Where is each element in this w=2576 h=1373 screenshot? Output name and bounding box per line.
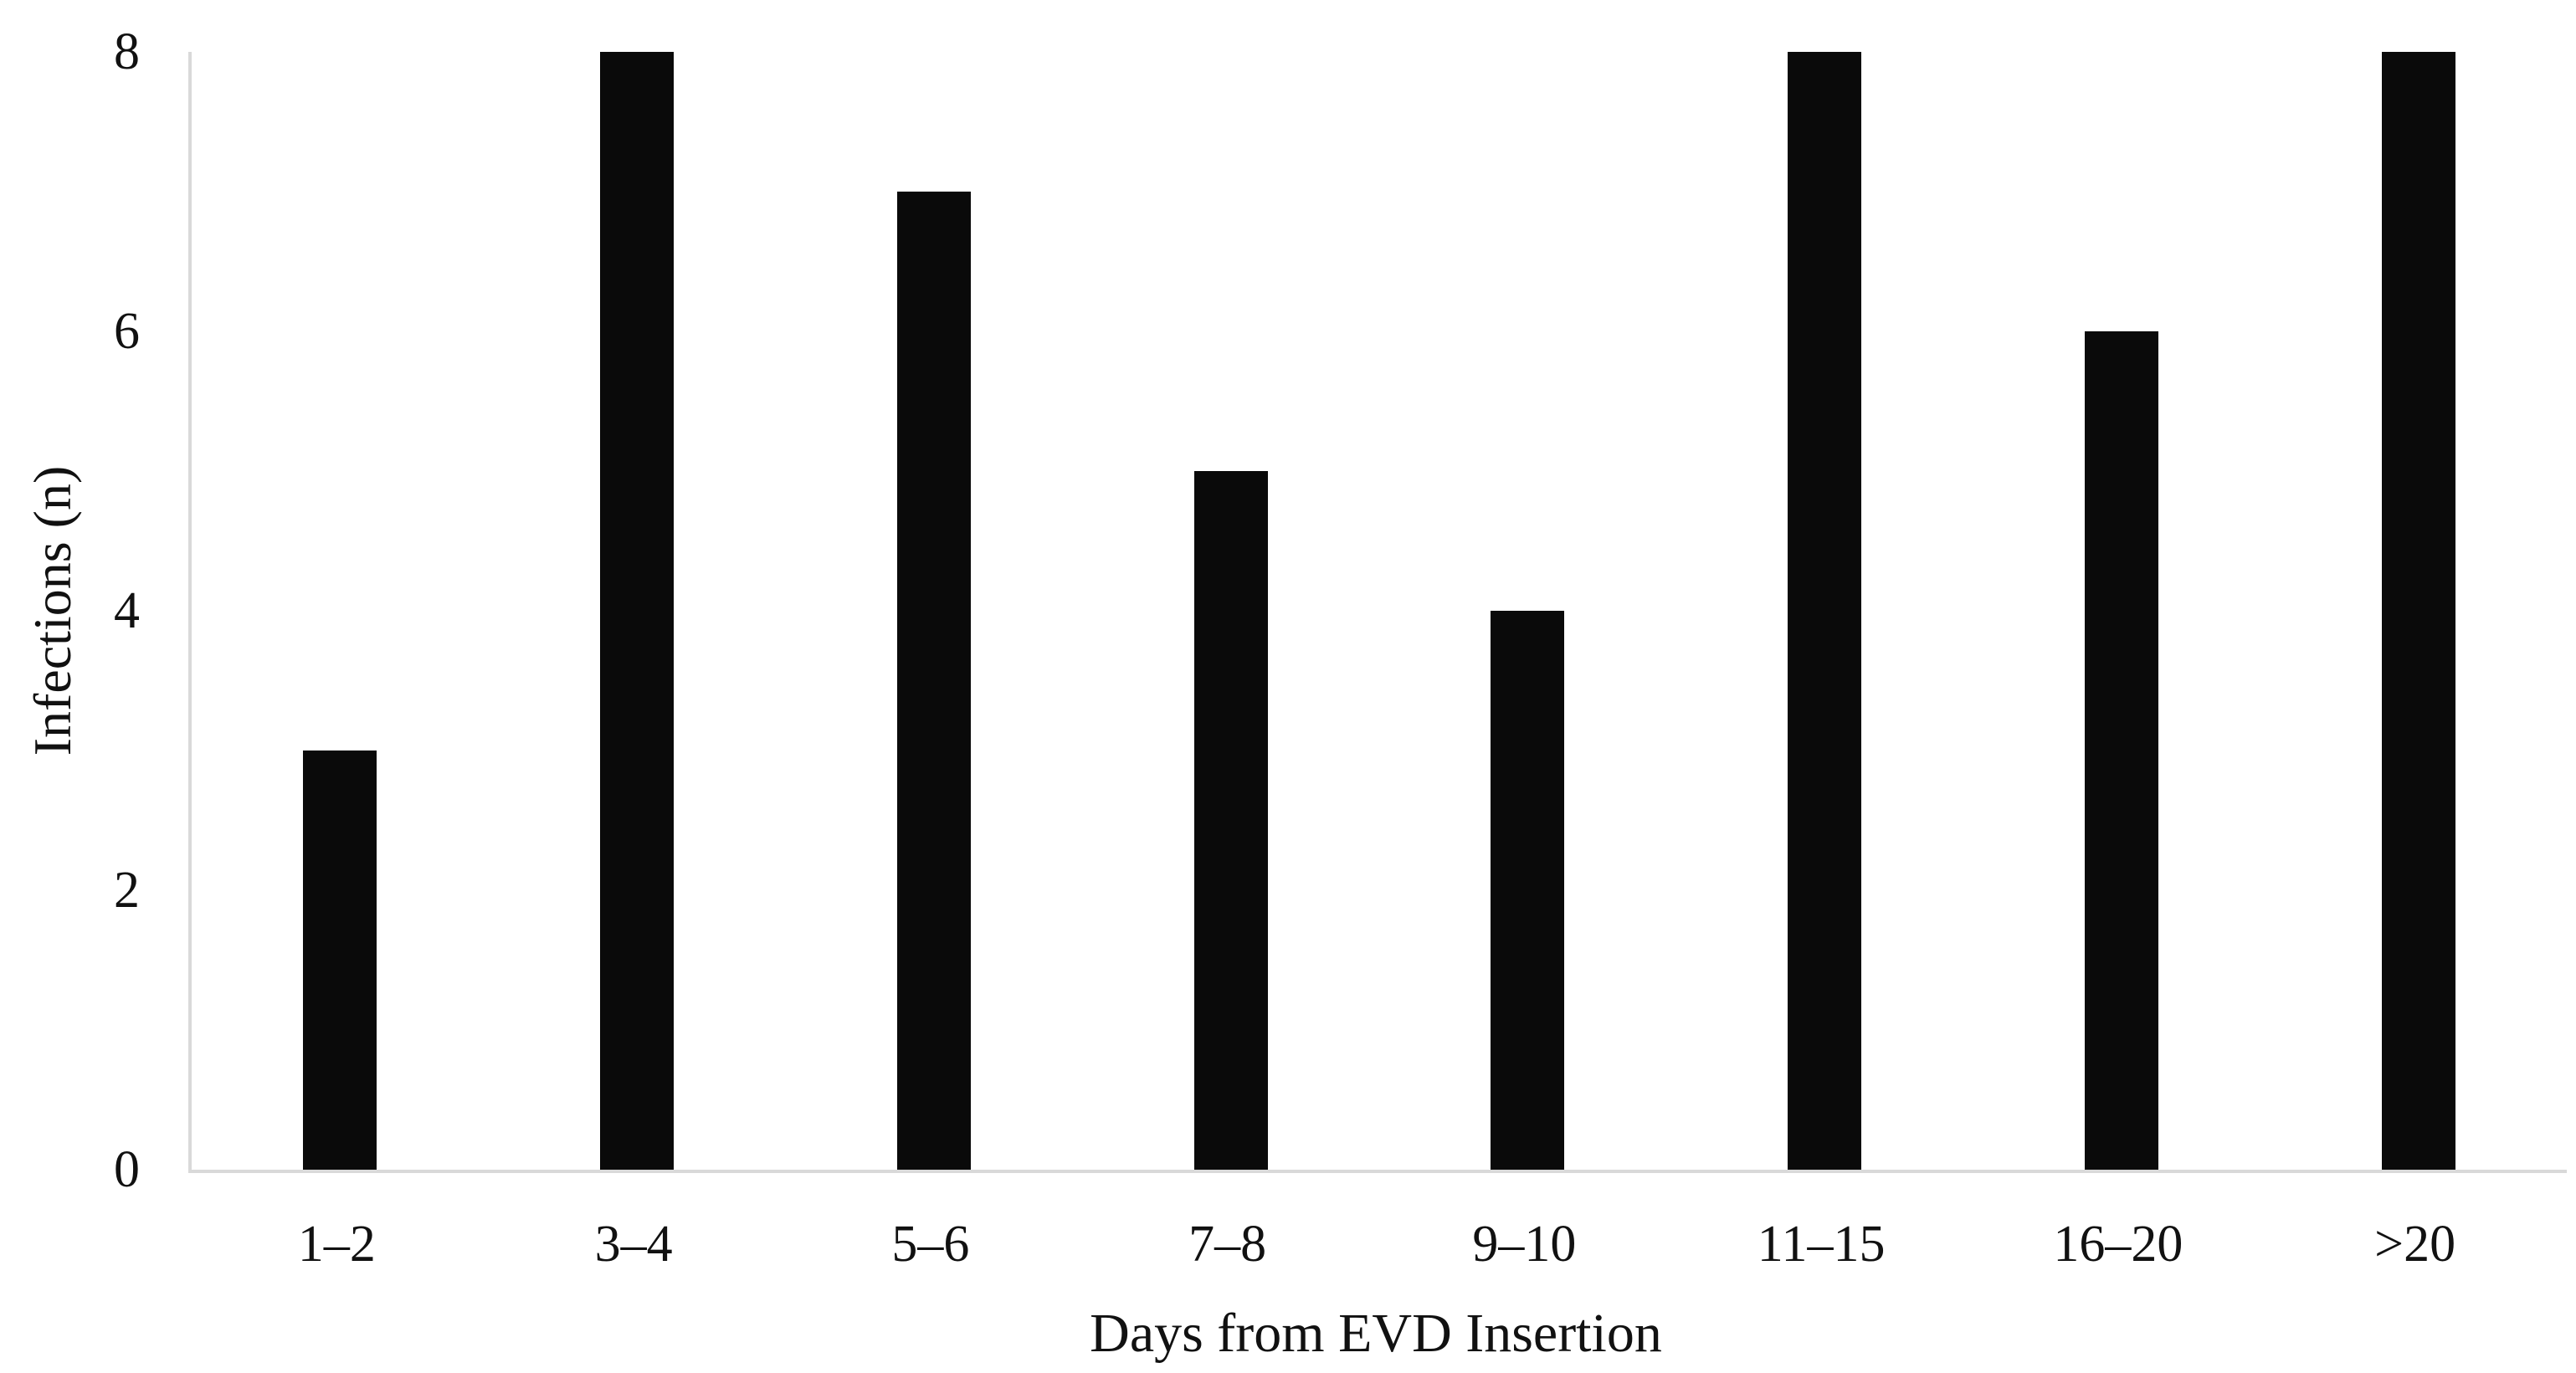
x-category-label: 3–4: [594, 1216, 673, 1273]
y-axis-tick-labels: 0 2 4 6 8: [0, 26, 140, 1196]
bar-slot: [2270, 52, 2567, 1170]
bar: [896, 192, 971, 1170]
plot-area: [188, 52, 2567, 1173]
y-tick-label: 6: [114, 303, 140, 360]
bar: [2084, 331, 2158, 1170]
bar: [1788, 52, 1862, 1170]
x-category-label: 1–2: [297, 1216, 376, 1273]
bar: [1193, 471, 1268, 1170]
bar: [2381, 52, 2455, 1170]
y-tick-label: 8: [114, 23, 140, 80]
y-tick-label: 0: [114, 1141, 140, 1198]
x-category-label: 11–15: [1757, 1216, 1886, 1273]
x-category-label: 7–8: [1188, 1216, 1267, 1273]
bar-slot: [1379, 52, 1676, 1170]
bar-slot: [786, 52, 1083, 1170]
x-category-label: 16–20: [2053, 1216, 2183, 1273]
bar-slot: [192, 52, 489, 1170]
x-category-label: >20: [2374, 1216, 2456, 1273]
x-category-label: 5–6: [891, 1216, 970, 1273]
y-tick-label: 2: [114, 862, 140, 919]
bar-slot: [489, 52, 786, 1170]
x-category-label: 9–10: [1472, 1216, 1577, 1273]
x-axis-title: Days from EVD Insertion: [1090, 1303, 1662, 1364]
bar-slot: [1973, 52, 2271, 1170]
bar-slot: [1676, 52, 1973, 1170]
bar: [600, 52, 675, 1170]
bar: [1491, 611, 1565, 1170]
y-tick-label: 4: [114, 582, 140, 639]
x-axis-category-labels: 1–2 3–4 5–6 7–8 9–10 11–15 16–20 >20: [188, 1218, 2563, 1270]
bar-slot: [1082, 52, 1379, 1170]
bar: [303, 751, 377, 1170]
